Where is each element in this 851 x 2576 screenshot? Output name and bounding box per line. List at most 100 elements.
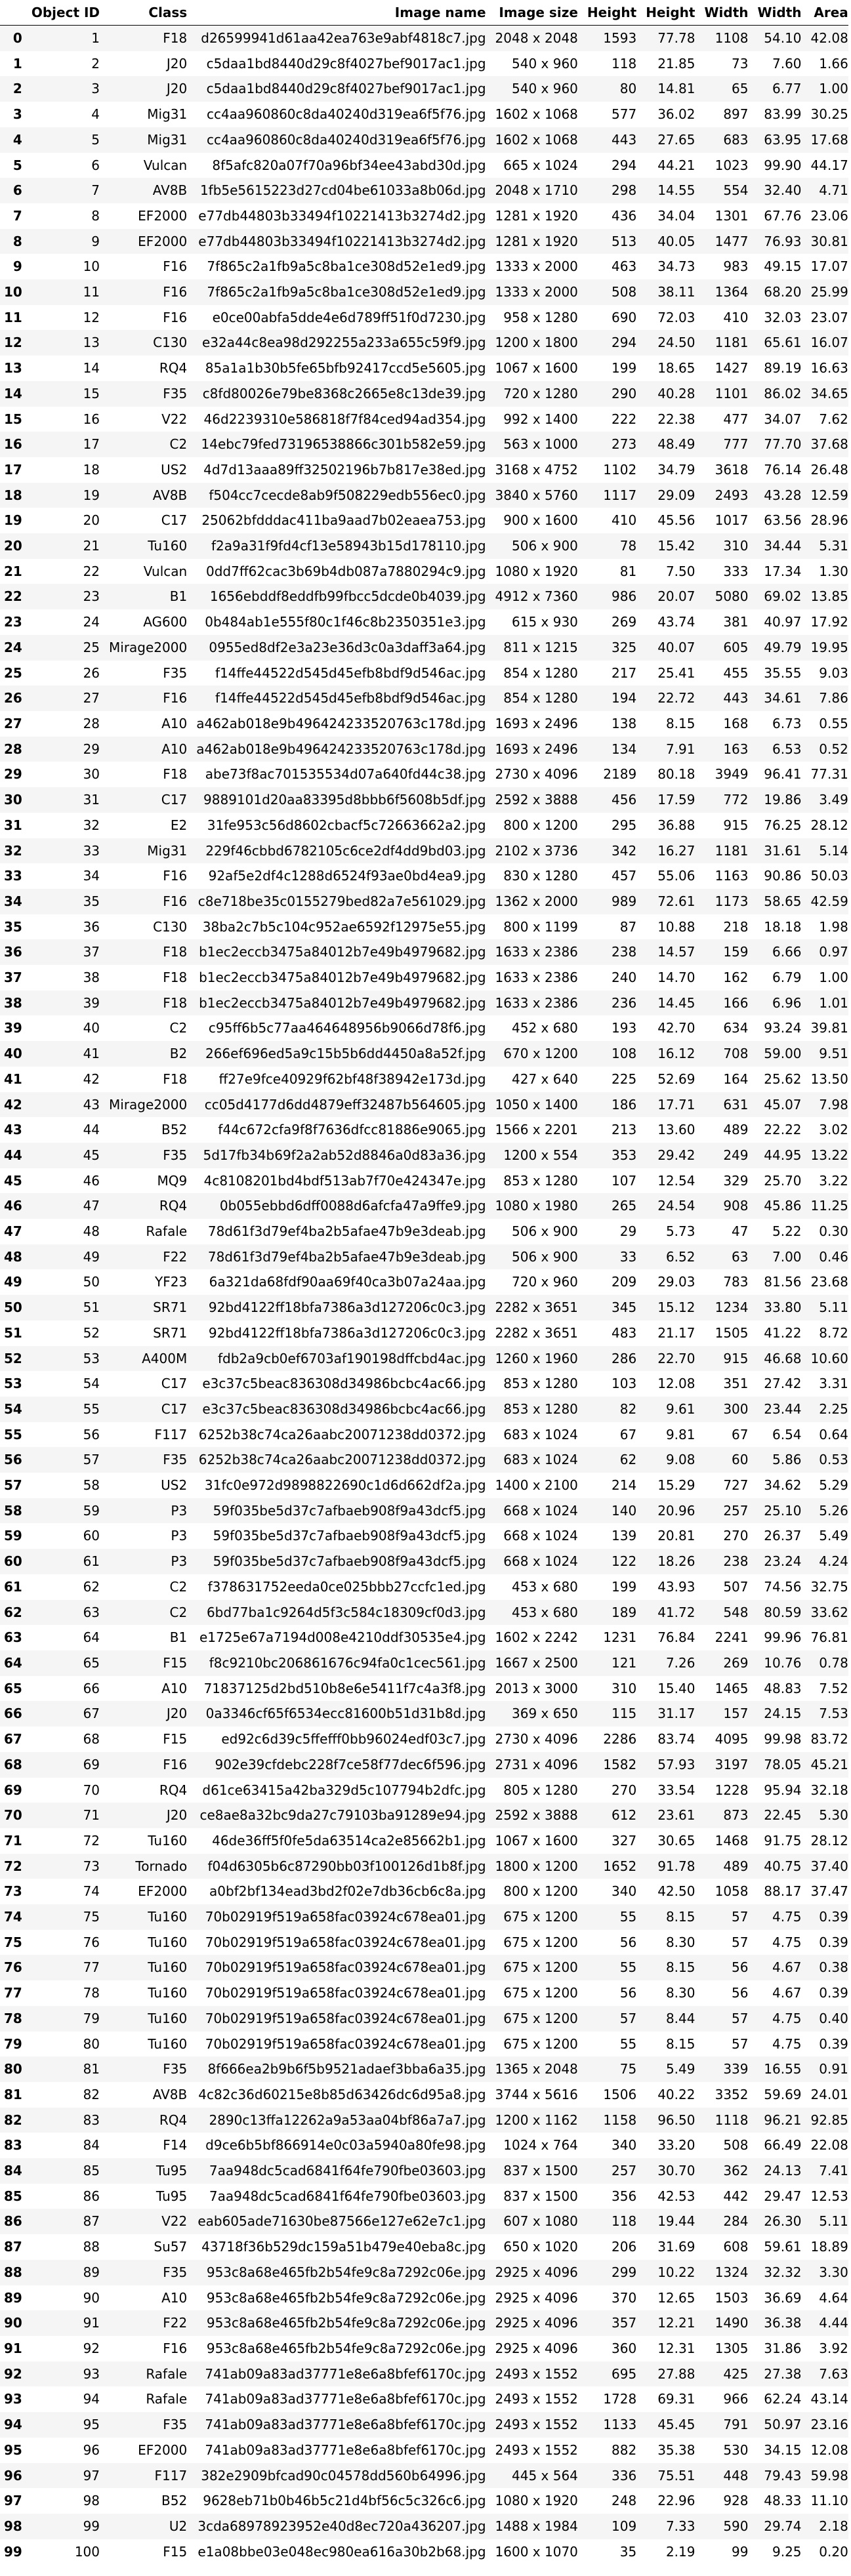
class-cell: J20 [100, 76, 188, 102]
class-cell: Vulcan [100, 558, 188, 584]
height-pct-cell: 31.17 [636, 1701, 695, 1727]
class-cell: Mirage2000 [100, 634, 188, 661]
height-px-cell: 340 [577, 2133, 637, 2159]
image-size-header: Image size [486, 0, 578, 26]
object-id-cell: 100 [22, 2539, 100, 2565]
class-cell: F16 [100, 1751, 188, 1778]
table-row: 73 74 EF2000 a0bf2bf134ead3bd2f02e7db36cb6c… [0, 1879, 848, 1905]
image-name-cell: f04d6305b6c87290bb03f100126d1b8f.jpg [187, 1853, 486, 1879]
class-cell: SR71 [100, 1320, 188, 1346]
table-row: 25 26 F35 f14ffe44522d545d45efb8bdf9d546ac.… [0, 660, 848, 686]
area-cell: 1.01 [801, 990, 848, 1016]
width-px-header: Width [695, 0, 749, 26]
row-index: 12 [0, 330, 22, 356]
object-id-cell: 14 [22, 356, 100, 381]
width-pct-cell: 4.67 [748, 1980, 802, 2006]
image-size-cell: 720 x 1280 [486, 380, 578, 407]
width-pct-cell: 41.22 [748, 1320, 802, 1346]
row-index: 24 [0, 634, 22, 661]
width-pct-cell: 6.73 [748, 710, 802, 737]
width-pct-cell: 93.24 [748, 1015, 802, 1042]
width-pct-cell: 35.55 [748, 660, 802, 686]
class-cell: Tu160 [100, 533, 188, 559]
row-index: 67 [0, 1727, 22, 1752]
area-cell: 45.21 [801, 1751, 848, 1778]
area-cell: 16.63 [801, 356, 848, 381]
height-pct-cell: 12.31 [636, 2335, 695, 2361]
area-cell: 1.00 [801, 76, 848, 102]
height-px-cell: 217 [577, 660, 637, 686]
image-size-cell: 369 x 650 [486, 1701, 578, 1727]
table-row: 18 19 AV8B f504cc7cecde8ab9f508229edb556ec0… [0, 482, 848, 508]
image-size-cell: 427 x 640 [486, 1066, 578, 1092]
area-cell: 30.81 [801, 228, 848, 255]
table-row: 74 75 Tu160 70b02919f519a658fac03924c678ea0… [0, 1904, 848, 1930]
table-row: 62 63 C2 6bd77ba1c9264d5f3c584c18309cf0d3.j… [0, 1599, 848, 1625]
width-pct-cell: 95.94 [748, 1777, 802, 1803]
area-cell: 0.39 [801, 1980, 848, 2006]
area-cell: 23.16 [801, 2412, 848, 2438]
row-index: 65 [0, 1675, 22, 1702]
width-px-cell: 489 [695, 1117, 749, 1143]
table-row: 22 23 B1 1656ebddf8eddfb99fbcc5dcde0b4039.j… [0, 584, 848, 610]
object-id-cell: 78 [22, 1980, 100, 2006]
area-cell: 16.07 [801, 330, 848, 356]
table-row: 64 65 F15 f8c9210bc206861676c94fa0c1cec561.… [0, 1650, 848, 1676]
area-cell: 7.52 [801, 1675, 848, 1702]
image-size-cell: 2282 x 3651 [486, 1295, 578, 1320]
class-cell: V22 [100, 406, 188, 432]
object-id-cell: 75 [22, 1904, 100, 1930]
height-px-cell: 1117 [577, 482, 637, 508]
width-pct-cell: 83.99 [748, 102, 802, 127]
width-px-cell: 605 [695, 634, 749, 661]
object-id-cell: 29 [22, 736, 100, 762]
width-pct-cell: 4.75 [748, 1904, 802, 1930]
width-px-cell: 489 [695, 1853, 749, 1879]
width-pct-cell: 48.33 [748, 2488, 802, 2514]
height-px-cell: 1102 [577, 457, 637, 483]
table-row: 14 15 F35 c8fd80026e79be8368c2665e8c13de39.… [0, 380, 848, 407]
area-cell: 50.03 [801, 863, 848, 889]
height-px-cell: 67 [577, 1421, 637, 1448]
image-name-cell: 953c8a68e465fb2b54fe9c8a7292c06e.jpg [187, 2310, 486, 2336]
image-size-cell: 811 x 1215 [486, 634, 578, 661]
table-row: 76 77 Tu160 70b02919f519a658fac03924c678ea0… [0, 1955, 848, 1981]
height-pct-cell: 19.44 [636, 2209, 695, 2235]
width-px-cell: 777 [695, 432, 749, 457]
table-row: 99 100 F15 e1a08bbe03e048ec980ea616a30b2b68… [0, 2539, 848, 2565]
row-index: 99 [0, 2539, 22, 2565]
area-cell: 18.89 [801, 2234, 848, 2260]
image-name-cell: 902e39cfdebc228f7ce58f77dec6f596.jpg [187, 1751, 486, 1778]
class-cell: EF2000 [100, 1879, 188, 1905]
object-id-cell: 9 [22, 228, 100, 255]
image-size-cell: 3168 x 4752 [486, 457, 578, 483]
height-px-cell: 213 [577, 1117, 637, 1143]
area-cell: 12.59 [801, 482, 848, 508]
height-pct-cell: 10.88 [636, 914, 695, 940]
area-cell: 5.14 [801, 838, 848, 864]
image-size-cell: 900 x 1600 [486, 508, 578, 534]
row-index: 63 [0, 1625, 22, 1650]
image-size-cell: 668 x 1024 [486, 1523, 578, 1549]
height-pct-cell: 43.93 [636, 1574, 695, 1600]
height-pct-cell: 40.22 [636, 2081, 695, 2108]
image-size-cell: 453 x 680 [486, 1599, 578, 1625]
height-pct-cell: 34.73 [636, 254, 695, 280]
row-index: 55 [0, 1421, 22, 1448]
area-cell: 2.25 [801, 1396, 848, 1422]
height-pct-cell: 12.08 [636, 1371, 695, 1397]
height-px-cell: 356 [577, 2183, 637, 2209]
class-cell: Tu160 [100, 1980, 188, 2006]
image-size-cell: 506 x 900 [486, 1219, 578, 1244]
height-pct-cell: 22.96 [636, 2488, 695, 2514]
width-px-cell: 443 [695, 685, 749, 711]
row-index: 52 [0, 1345, 22, 1372]
image-size-cell: 830 x 1280 [486, 863, 578, 889]
image-size-cell: 1602 x 2242 [486, 1625, 578, 1650]
width-px-cell: 3949 [695, 762, 749, 788]
width-pct-cell: 69.02 [748, 584, 802, 610]
width-px-cell: 772 [695, 787, 749, 813]
width-px-cell: 157 [695, 1701, 749, 1727]
width-pct-cell: 59.61 [748, 2234, 802, 2260]
